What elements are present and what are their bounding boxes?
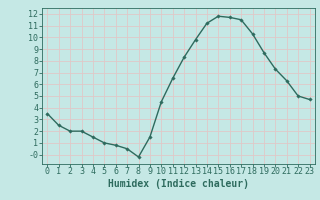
X-axis label: Humidex (Indice chaleur): Humidex (Indice chaleur) [108, 179, 249, 189]
